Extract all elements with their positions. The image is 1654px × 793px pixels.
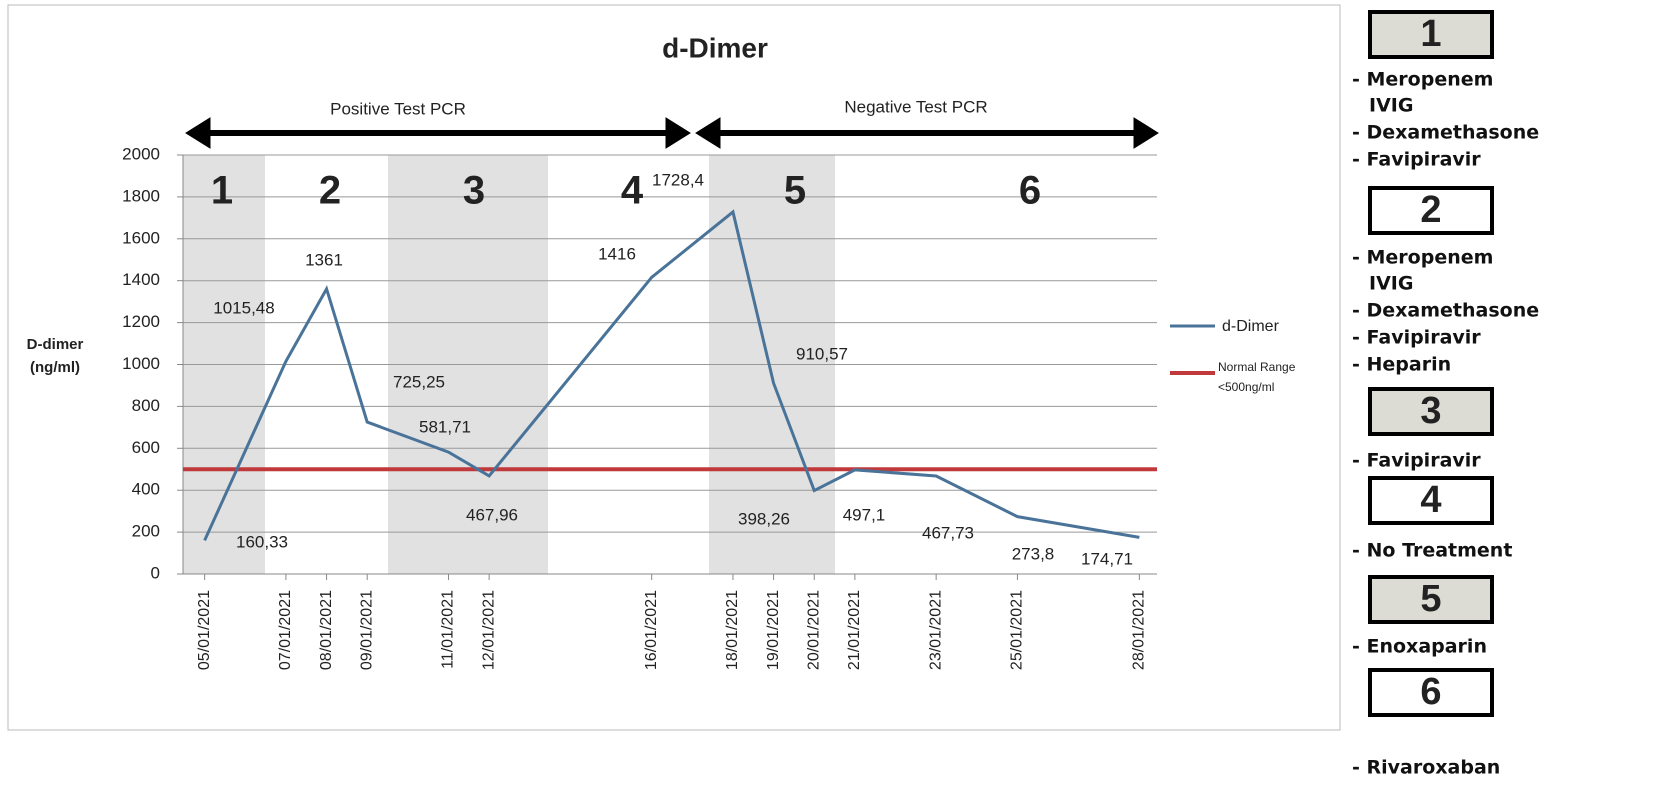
x-tick-label: 18/01/2021	[724, 590, 741, 670]
phase-box-label: 3	[1420, 390, 1441, 432]
treatment: - Favipiravir	[1352, 327, 1481, 349]
grid: 0 200 400 600 800 1000 1200 1400 1600 1800 2000 05/…	[122, 144, 1157, 670]
x-tick-label: 21/01/2021	[846, 590, 863, 670]
annotation: Negative Test PCR	[844, 97, 987, 116]
data-label: 273,8	[1012, 544, 1055, 563]
phase-box	[1368, 668, 1494, 717]
data-line	[203, 209, 1140, 542]
x-tick-label: 20/01/2021	[805, 590, 822, 670]
data-label: 1015,48	[213, 298, 274, 317]
x-tick-label: 08/01/2021	[318, 590, 335, 670]
y-tick-label: 1000	[122, 354, 160, 373]
treatment: - No Treatment	[1352, 540, 1512, 562]
data-label: 581,71	[419, 417, 471, 436]
legend-label: d-Dimer	[1222, 318, 1280, 335]
treatment: IVIG	[1369, 95, 1413, 117]
data-label: 398,26	[738, 509, 790, 528]
arrow	[185, 117, 1159, 149]
y-axis-label: D-dimer	[27, 336, 84, 353]
annotation: Positive Test PCR	[330, 99, 466, 118]
y-tick-label: 1400	[122, 270, 160, 289]
phase-box-label: 6	[1420, 671, 1441, 713]
phase-label: 2	[319, 169, 341, 213]
x-tick-label: 16/01/2021	[643, 590, 660, 670]
treatment: - Heparin	[1352, 354, 1451, 376]
phase-box-label: 1	[1420, 13, 1441, 55]
treatment: - Rivaroxaban	[1352, 757, 1500, 779]
phase-label: 4	[621, 169, 644, 213]
treatment: - Meropenem	[1352, 69, 1493, 91]
treatment: - Meropenem	[1352, 247, 1493, 269]
data-label: 160,33	[236, 532, 288, 551]
phase-box	[1368, 10, 1494, 59]
x-tick-label: 09/01/2021	[358, 590, 375, 670]
x-tick-label: 28/01/2021	[1131, 590, 1148, 670]
y-tick-label: 600	[132, 438, 160, 457]
data-label: 725,25	[393, 372, 445, 391]
x-tick-label: 07/01/2021	[277, 590, 294, 670]
y-tick-label: 0	[151, 563, 160, 582]
phase-label: 5	[784, 169, 806, 213]
x-tick-label: 05/01/2021	[196, 590, 213, 670]
legend-label: <500ng/ml	[1218, 380, 1274, 394]
phase-label: 6	[1019, 169, 1041, 213]
treatment: IVIG	[1369, 273, 1413, 295]
plot: 160,33 1015,48 1361 725,25 581,71 467,96 1416 1…	[183, 169, 1157, 568]
phase-box	[1368, 186, 1494, 235]
phase-box-label: 2	[1420, 189, 1441, 231]
data-label: 467,96	[466, 505, 518, 524]
y-tick-label: 1800	[122, 186, 160, 205]
data-label: 1361	[305, 250, 343, 269]
y-tick-label: 800	[132, 396, 160, 415]
x-tick-label: 19/01/2021	[765, 590, 782, 670]
data-label: 1728,4	[652, 170, 704, 189]
y-tick-label: 200	[132, 522, 160, 541]
treatment: - Favipiravir	[1352, 149, 1481, 171]
x-tick-label: 11/01/2021	[440, 590, 457, 669]
phase-box	[1368, 575, 1494, 624]
treatment-panel: 1 - Meropenem IVIG - Dexamethasone - Favipir…	[1352, 10, 1539, 779]
data-label: 910,57	[796, 344, 848, 363]
y-axis-label: (ng/ml)	[30, 359, 80, 376]
x-tick-label: 23/01/2021	[927, 590, 944, 670]
data-label: 174,71	[1081, 549, 1133, 568]
phase-box	[1368, 476, 1494, 525]
phase-box-label: 5	[1420, 578, 1441, 620]
y-tick-label: 1200	[122, 312, 160, 331]
phase-label: 3	[463, 169, 485, 213]
treatment: - Dexamethasone	[1352, 300, 1539, 322]
phase-box-label: 4	[1420, 479, 1441, 521]
y-tick-label: 400	[132, 480, 160, 499]
treatment: - Enoxaparin	[1352, 636, 1487, 658]
phase-label: 1	[211, 169, 233, 213]
x-tick-label: 25/01/2021	[1009, 590, 1026, 670]
chart-title: d-Dimer	[662, 32, 768, 63]
data-label: 467,73	[922, 523, 974, 542]
treatment: - Dexamethasone	[1352, 122, 1539, 144]
y-tick-label: 2000	[122, 144, 160, 163]
treatment: - Favipiravir	[1352, 450, 1481, 472]
data-label: 497,1	[843, 505, 886, 524]
y-tick-label: 1600	[122, 228, 160, 247]
legend-label: Normal Range	[1218, 360, 1296, 374]
phase-box	[1368, 387, 1494, 436]
data-label: 1416	[598, 244, 636, 263]
x-tick-label: 12/01/2021	[480, 590, 497, 670]
